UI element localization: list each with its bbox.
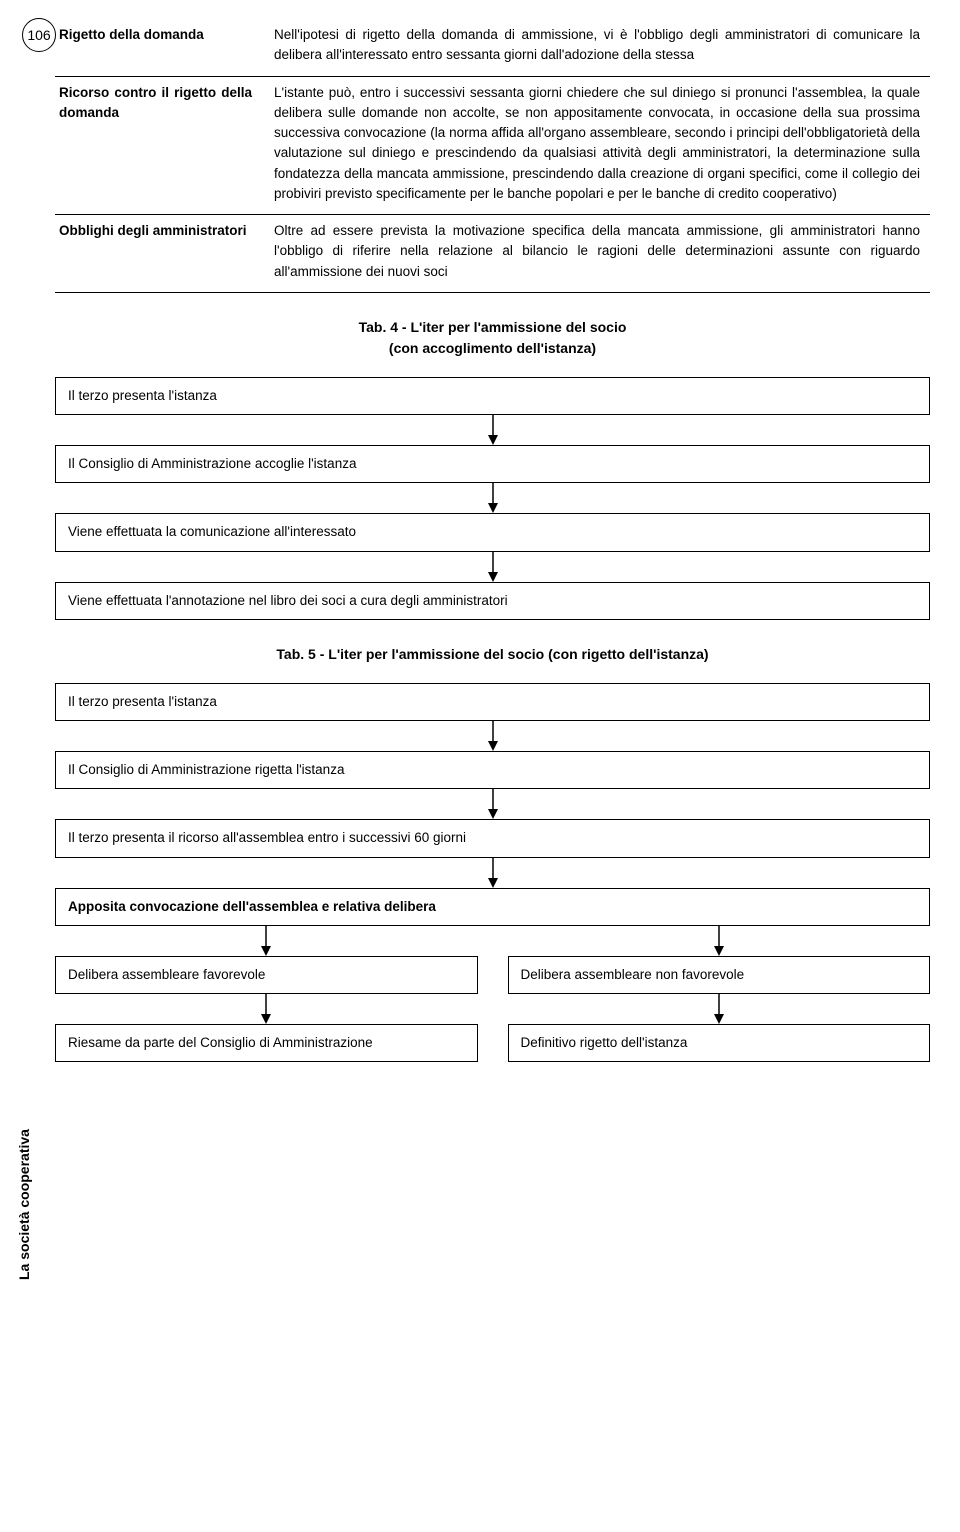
split-arrows-row: [55, 994, 930, 1024]
flow-step: Viene effettuata l'annotazione nel libro…: [55, 582, 930, 620]
flow-step: Il terzo presenta il ricorso all'assembl…: [55, 819, 930, 857]
page-number-badge: 106: [22, 18, 56, 52]
flow-step: Il Consiglio di Amministrazione accoglie…: [55, 445, 930, 483]
flow-step-bold: Apposita convocazione dell'assemblea e r…: [55, 888, 930, 926]
arrow-down-icon: [55, 552, 930, 582]
arrow-down-icon: [55, 926, 478, 956]
flow-step: Riesame da parte del Consiglio di Ammini…: [55, 1024, 478, 1062]
page-number: 106: [27, 25, 50, 46]
row-label: Obblighi degli amministratori: [55, 215, 270, 293]
table-row: Rigetto della domanda Nell'ipotesi di ri…: [55, 19, 930, 76]
table-row: Ricorso contro il rigetto della domanda …: [55, 76, 930, 215]
row-text: Oltre ad essere prevista la motivazione …: [270, 215, 930, 293]
row-label: Ricorso contro il rigetto della domanda: [55, 76, 270, 215]
arrow-down-icon: [55, 994, 478, 1024]
flow-step: Viene effettuata la comunicazione all'in…: [55, 513, 930, 551]
split-col-left: Delibera assembleare favorevole: [55, 956, 478, 994]
row-text: L'istante può, entro i successivi sessan…: [270, 76, 930, 215]
tab4-title-line2: (con accoglimento dell'istanza): [55, 338, 930, 359]
tab4-title: Tab. 4 - L'iter per l'ammissione del soc…: [55, 317, 930, 359]
tab5-title: Tab. 5 - L'iter per l'ammissione del soc…: [55, 644, 930, 665]
side-rotated-label: La società cooperativa: [14, 1129, 35, 1280]
definitions-table: Rigetto della domanda Nell'ipotesi di ri…: [55, 19, 930, 293]
flow-step: Delibera assembleare favorevole: [55, 956, 478, 994]
arrow-down-icon: [508, 926, 931, 956]
arrow-down-icon: [55, 789, 930, 819]
row-label: Rigetto della domanda: [55, 19, 270, 76]
split-col-left: Riesame da parte del Consiglio di Ammini…: [55, 1024, 478, 1062]
arrow-down-icon: [55, 721, 930, 751]
flow-step: Il Consiglio di Amministrazione rigetta …: [55, 751, 930, 789]
arrow-down-icon: [55, 483, 930, 513]
flow-step: Il terzo presenta l'istanza: [55, 377, 930, 415]
table-row: Obblighi degli amministratori Oltre ad e…: [55, 215, 930, 293]
flow-step: Il terzo presenta l'istanza: [55, 683, 930, 721]
split-row: Delibera assembleare favorevole Delibera…: [55, 956, 930, 994]
arrow-down-icon: [508, 994, 931, 1024]
arrow-down-icon: [55, 858, 930, 888]
flow-step: Delibera assembleare non favorevole: [508, 956, 931, 994]
flow-step: Definitivo rigetto dell'istanza: [508, 1024, 931, 1062]
split-col-right: Definitivo rigetto dell'istanza: [508, 1024, 931, 1062]
arrow-down-icon: [55, 415, 930, 445]
split-arrows-row: [55, 926, 930, 956]
split-row: Riesame da parte del Consiglio di Ammini…: [55, 1024, 930, 1062]
row-text: Nell'ipotesi di rigetto della domanda di…: [270, 19, 930, 76]
split-col-right: Delibera assembleare non favorevole: [508, 956, 931, 994]
tab4-title-line1: Tab. 4 - L'iter per l'ammissione del soc…: [55, 317, 930, 338]
